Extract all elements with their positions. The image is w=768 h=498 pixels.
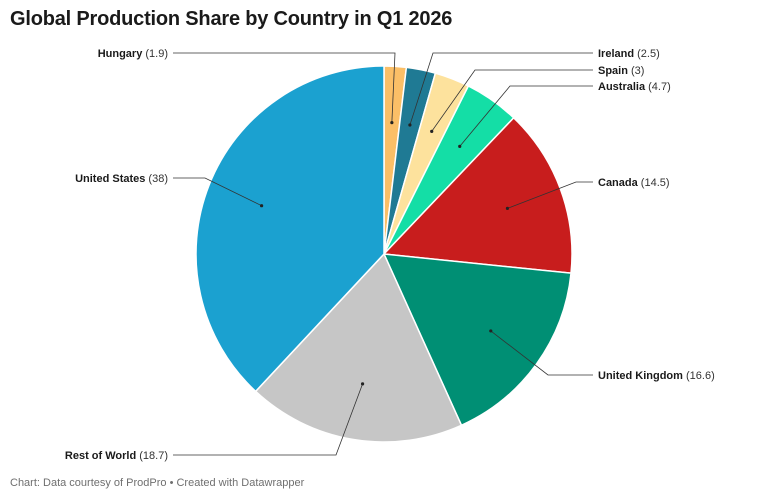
slice-united-kingdom [382,253,572,427]
label-name-spain: Spain [598,65,628,77]
leader-dot-spain [430,129,434,133]
chart-title: Global Production Share by Country in Q1… [10,8,453,30]
leader-united-kingdom [490,330,593,376]
label-name-australia: Australia [598,81,646,93]
leader-australia [459,85,593,147]
leader-dot-canada [505,206,510,211]
leader-canada [507,181,593,209]
label-value-united-kingdom: (16.6) [683,370,715,382]
leader-rest-of-world [173,383,363,456]
label-ireland: Ireland (2.5) [598,48,660,60]
leader-united-states [173,177,262,207]
label-rest-of-world: Rest of World (18.7) [65,450,168,462]
label-value-ireland: (2.5) [634,48,660,60]
leader-dot-united-states [259,204,264,208]
leader-dot-rest-of-world [360,382,365,386]
label-name-united-states: United States [75,173,145,185]
label-name-ireland: Ireland [598,48,634,60]
label-australia: Australia (4.7) [598,81,671,93]
label-value-canada: (14.5) [638,177,670,189]
label-united-kingdom: United Kingdom (16.6) [598,370,715,382]
label-name-united-kingdom: United Kingdom [598,370,683,382]
label-spain: Spain (3) [598,65,644,77]
label-value-united-states: (38) [145,173,168,185]
leader-dot-united-kingdom [489,329,493,333]
slice-canada [382,116,573,275]
label-value-australia: (4.7) [645,81,671,93]
label-name-rest-of-world: Rest of World [65,450,136,462]
chart-footer: Chart: Data courtesy of ProdPro • Create… [10,477,305,489]
label-name-canada: Canada [598,177,639,189]
leader-dot-ireland [408,123,412,127]
label-value-spain: (3) [628,65,645,77]
slice-rest-of-world [254,252,463,443]
label-value-rest-of-world: (18.7) [136,450,168,462]
label-united-states: United States (38) [75,173,168,185]
label-value-hungary: (1.9) [142,48,168,60]
leader-hungary [173,52,396,123]
leader-dot-australia [458,144,462,148]
label-hungary: Hungary (1.9) [98,48,168,60]
leader-spain [431,69,593,132]
leader-ireland [409,52,593,126]
label-canada: Canada (14.5) [598,177,670,189]
leader-dot-hungary [390,121,394,125]
slice-united-states [195,65,385,393]
label-name-hungary: Hungary [98,48,144,60]
